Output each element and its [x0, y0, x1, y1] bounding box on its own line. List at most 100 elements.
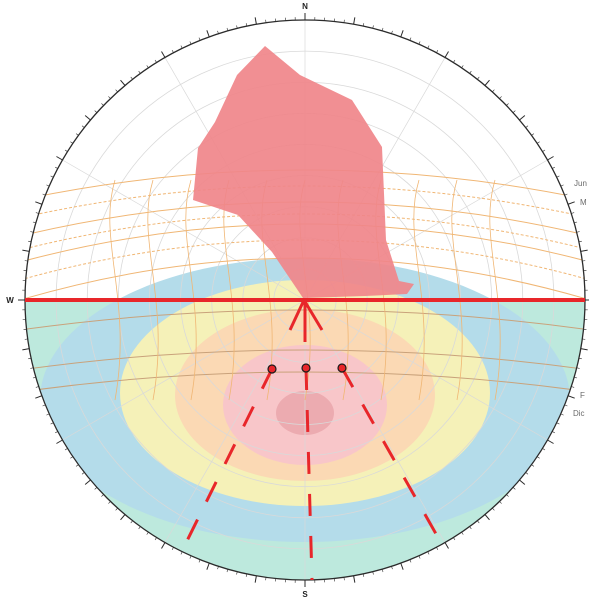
degree-tick [484, 514, 490, 521]
degree-tick [130, 520, 133, 524]
degree-tick [381, 569, 384, 573]
degree-tick [154, 59, 157, 63]
degree-tick [171, 547, 174, 551]
hour-line [489, 179, 501, 401]
degree-tick [519, 115, 526, 121]
degree-tick [115, 507, 118, 511]
degree-tick [180, 45, 183, 49]
degree-tick [108, 96, 111, 99]
degree-tick [50, 175, 54, 178]
hour-line [109, 179, 121, 401]
azimuth-spoke [304, 299, 548, 441]
degree-tick [556, 175, 560, 178]
degree-tick [469, 526, 472, 530]
degree-tick [94, 110, 98, 113]
degree-tick [35, 212, 39, 214]
degree-tick [46, 184, 50, 187]
hour-line [185, 179, 197, 401]
degree-tick [444, 542, 449, 549]
degree-tick [245, 573, 248, 577]
degree-tick [578, 357, 582, 360]
sun-path-arc [25, 349, 585, 371]
degree-tick [198, 559, 201, 563]
degree-tick [84, 479, 91, 485]
degree-tick [217, 30, 219, 34]
hour-line [451, 179, 463, 401]
degree-tick [381, 27, 384, 31]
degree-tick [254, 575, 257, 583]
month-label-june: Jun [574, 179, 587, 188]
degree-tick [75, 133, 79, 136]
degree-tick [409, 559, 412, 563]
degree-tick [461, 65, 464, 69]
compass-north: N [302, 2, 308, 11]
sun-path-arc [25, 239, 585, 281]
azimuth-spoke [304, 299, 446, 543]
degree-tick [453, 537, 456, 541]
degree-tick [477, 520, 480, 524]
degree-tick [418, 555, 421, 559]
obstruction-mask [193, 46, 414, 298]
shading-line-center [304, 367, 314, 581]
degree-tick [22, 249, 30, 252]
degree-tick [138, 70, 141, 74]
degree-tick [564, 193, 568, 196]
degree-tick [372, 25, 374, 29]
degree-tick [353, 575, 356, 583]
shading-line-right [340, 367, 446, 549]
degree-tick [50, 422, 54, 425]
shading-point-right [337, 363, 347, 373]
degree-tick [154, 537, 157, 541]
compass-south: S [302, 590, 308, 599]
degree-tick [542, 149, 546, 152]
degree-tick [146, 531, 149, 535]
degree-tick [427, 45, 430, 49]
degree-tick [436, 547, 439, 551]
degree-tick [484, 79, 490, 86]
degree-tick [28, 240, 32, 243]
hour-line [147, 179, 159, 401]
degree-tick [391, 30, 393, 34]
degree-tick [567, 201, 575, 205]
shading-ray-left [288, 299, 306, 331]
degree-tick [70, 141, 74, 144]
degree-tick [245, 23, 248, 27]
degree-tick [560, 413, 564, 416]
shading-line-left [178, 368, 274, 556]
degree-tick [42, 404, 46, 407]
degree-tick [161, 542, 166, 549]
degree-tick [531, 464, 535, 467]
degree-tick [101, 494, 104, 497]
month-label-dec: Dic [573, 409, 585, 418]
degree-tick [32, 221, 36, 224]
degree-tick [512, 110, 516, 113]
degree-tick [81, 472, 85, 475]
degree-tick [564, 404, 568, 407]
degree-tick [492, 89, 495, 93]
azimuth-spoke [62, 159, 306, 301]
degree-tick [138, 526, 141, 530]
azimuth-spoke [62, 299, 306, 441]
degree-tick [189, 555, 192, 559]
degree-tick [525, 472, 529, 475]
degree-tick [115, 89, 118, 93]
degree-tick [571, 386, 575, 388]
degree-tick [35, 395, 43, 399]
degree-tick [536, 456, 540, 459]
compass-west: W [6, 296, 14, 305]
degree-tick [81, 125, 85, 128]
degree-tick [171, 49, 174, 53]
degree-tick [580, 348, 588, 351]
degree-tick [506, 494, 509, 497]
degree-tick [372, 571, 374, 575]
degree-tick [198, 37, 201, 41]
degree-tick [54, 166, 58, 169]
degree-tick [353, 17, 356, 25]
degree-tick [56, 156, 63, 161]
degree-tick [75, 464, 79, 467]
degree-tick [56, 439, 63, 444]
degree-tick [576, 367, 580, 369]
azimuth-spoke [164, 299, 306, 543]
degree-tick [226, 27, 229, 31]
degree-tick [108, 501, 111, 504]
